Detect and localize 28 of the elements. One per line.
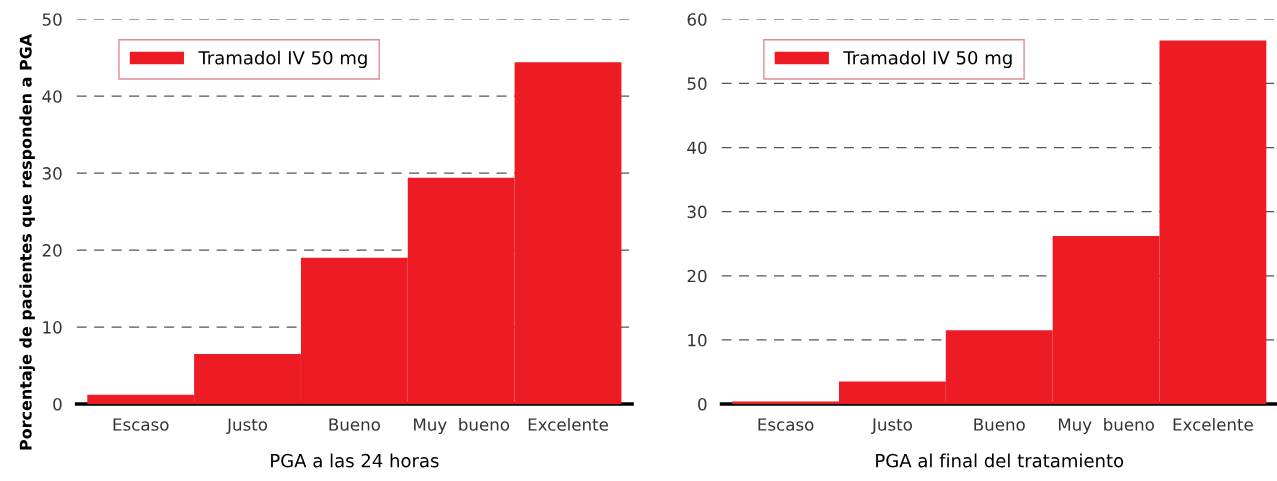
- x-tick-label: Excelente: [528, 417, 609, 431]
- y-tick-label: 0: [53, 398, 62, 411]
- y-tick-label: 10: [688, 333, 707, 347]
- legend-label: Tramadol IV 50 mg: [843, 50, 1012, 69]
- y-axis-title: Porcentaje de pacientes que responden a PGA: [19, 33, 35, 450]
- x-tick-label: Escaso: [113, 418, 169, 431]
- x-tick-label: Escaso: [758, 418, 814, 431]
- y-tick-label: 50: [687, 77, 707, 90]
- y-tick-label: 60: [687, 13, 707, 26]
- x-tick-label: Muy bueno: [1058, 417, 1154, 435]
- x-axis-title: PGA al final del tratamiento: [876, 453, 1124, 468]
- x-tick-label: Justo: [871, 418, 912, 434]
- y-tick-label: 50: [42, 13, 62, 26]
- legend-label: Tramadol IV 50 mg: [198, 50, 367, 69]
- y-tick-label: 0: [698, 398, 707, 411]
- x-tick-label: Excelente: [1173, 417, 1253, 431]
- y-tick-label: 20: [42, 244, 62, 257]
- y-tick-label: 40: [42, 90, 62, 103]
- y-tick-label: 10: [43, 321, 62, 334]
- y-tick-label: 30: [42, 167, 62, 180]
- y-tick-label: 30: [687, 205, 707, 219]
- x-tick-label: Bueno: [329, 418, 380, 431]
- x-tick-label: Justo: [226, 418, 268, 434]
- x-axis-title: PGA a las 24 horas: [271, 453, 439, 468]
- x-tick-label: Bueno: [974, 418, 1025, 431]
- y-tick-label: 20: [687, 269, 707, 283]
- x-tick-label: Muy bueno: [414, 417, 510, 435]
- y-tick-label: 40: [687, 141, 707, 155]
